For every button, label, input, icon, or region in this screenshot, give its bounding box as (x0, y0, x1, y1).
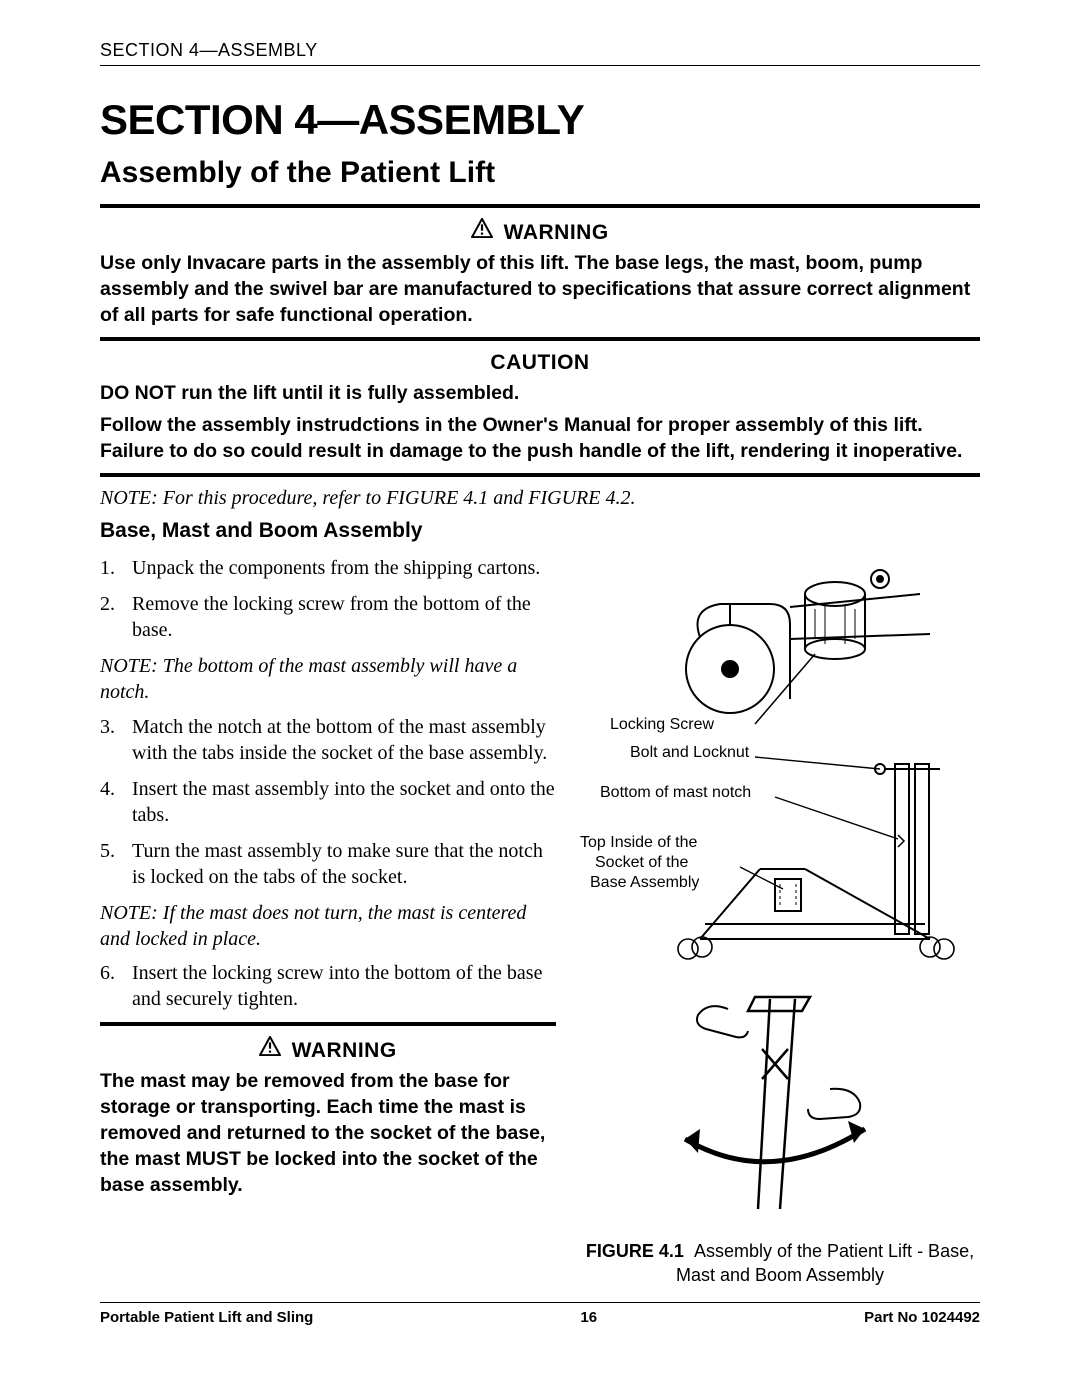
figure-label: FIGURE 4.1 (586, 1241, 684, 1261)
step-item: Turn the mast assembly to make sure that… (100, 838, 556, 890)
page-footer: Portable Patient Lift and Sling 16 Part … (100, 1309, 980, 1326)
label-locking-screw: Locking Screw (610, 716, 714, 733)
caution-text-1: DO NOT run the lift until it is fully as… (100, 381, 980, 407)
warning2-heading-text: WARNING (292, 1039, 397, 1062)
figure-caption-text: Assembly of the Patient Lift - Base, Mas… (676, 1241, 974, 1285)
warning1-bottom-rule (100, 337, 980, 341)
caution-text-2: Follow the assembly instrudctions in the… (100, 413, 980, 465)
warning1-heading-text: WARNING (504, 221, 609, 244)
diagram-base-assembly: Bolt and Locknut Bottom of mast notch To… (580, 739, 960, 969)
header-rule (100, 65, 980, 66)
step-item: Remove the locking screw from the bottom… (100, 591, 556, 643)
steps-list-b: Match the notch at the bottom of the mas… (100, 714, 556, 890)
note-locked: NOTE: If the mast does not turn, the mas… (100, 900, 556, 953)
warning1-body: Use only Invacare parts in the assembly … (100, 251, 980, 329)
caution-body: DO NOT run the lift until it is fully as… (100, 381, 980, 465)
warning-icon (471, 218, 493, 244)
caution-bottom-rule (100, 473, 980, 477)
warning1-text: Use only Invacare parts in the assembly … (100, 251, 980, 329)
step-item: Unpack the components from the shipping … (100, 555, 556, 581)
label-socket-line3: Base Assembly (590, 874, 699, 891)
right-column: Locking Screw (580, 549, 980, 1288)
step-item: Match the notch at the bottom of the mas… (100, 714, 556, 766)
step-item: Insert the mast assembly into the socket… (100, 776, 556, 828)
section-title: SECTION 4—ASSEMBLY (100, 96, 980, 144)
warning2-text: The mast may be removed from the base fo… (100, 1069, 556, 1199)
footer-rule (100, 1302, 980, 1303)
footer-page-number: 16 (313, 1309, 864, 1326)
assembly-subheading: Base, Mast and Boom Assembly (100, 519, 980, 543)
label-socket-line1: Top Inside of the (580, 834, 698, 851)
diagram-rotate-mast (630, 979, 930, 1229)
warning2-body: The mast may be removed from the base fo… (100, 1069, 556, 1199)
steps-list-a: Unpack the components from the shipping … (100, 555, 556, 643)
warning-icon (259, 1036, 281, 1062)
label-bolt-locknut: Bolt and Locknut (630, 744, 750, 761)
warning1-heading: WARNING (100, 218, 980, 245)
procedure-note: NOTE: For this procedure, refer to FIGUR… (100, 485, 980, 511)
footer-left: Portable Patient Lift and Sling (100, 1309, 313, 1326)
label-socket-line2: Socket of the (595, 854, 688, 871)
step-item: Insert the locking screw into the bottom… (100, 960, 556, 1012)
figure-caption: FIGURE 4.1 Assembly of the Patient Lift … (580, 1239, 980, 1288)
left-column: Unpack the components from the shipping … (100, 549, 556, 1207)
warning2-heading: WARNING (100, 1036, 556, 1063)
steps-list-c: Insert the locking screw into the bottom… (100, 960, 556, 1012)
subsection-title: Assembly of the Patient Lift (100, 156, 980, 190)
label-mast-notch: Bottom of mast notch (600, 784, 751, 801)
footer-right: Part No 1024492 (864, 1309, 980, 1326)
caution-heading: CAUTION (100, 351, 980, 375)
warning1-top-rule (100, 204, 980, 208)
warning2-top-rule (100, 1022, 556, 1026)
diagram-caster-detail: Locking Screw (580, 549, 960, 739)
two-column-region: Unpack the components from the shipping … (100, 549, 980, 1288)
running-header: SECTION 4—ASSEMBLY (100, 40, 980, 61)
note-notch: NOTE: The bottom of the mast assembly wi… (100, 653, 556, 706)
